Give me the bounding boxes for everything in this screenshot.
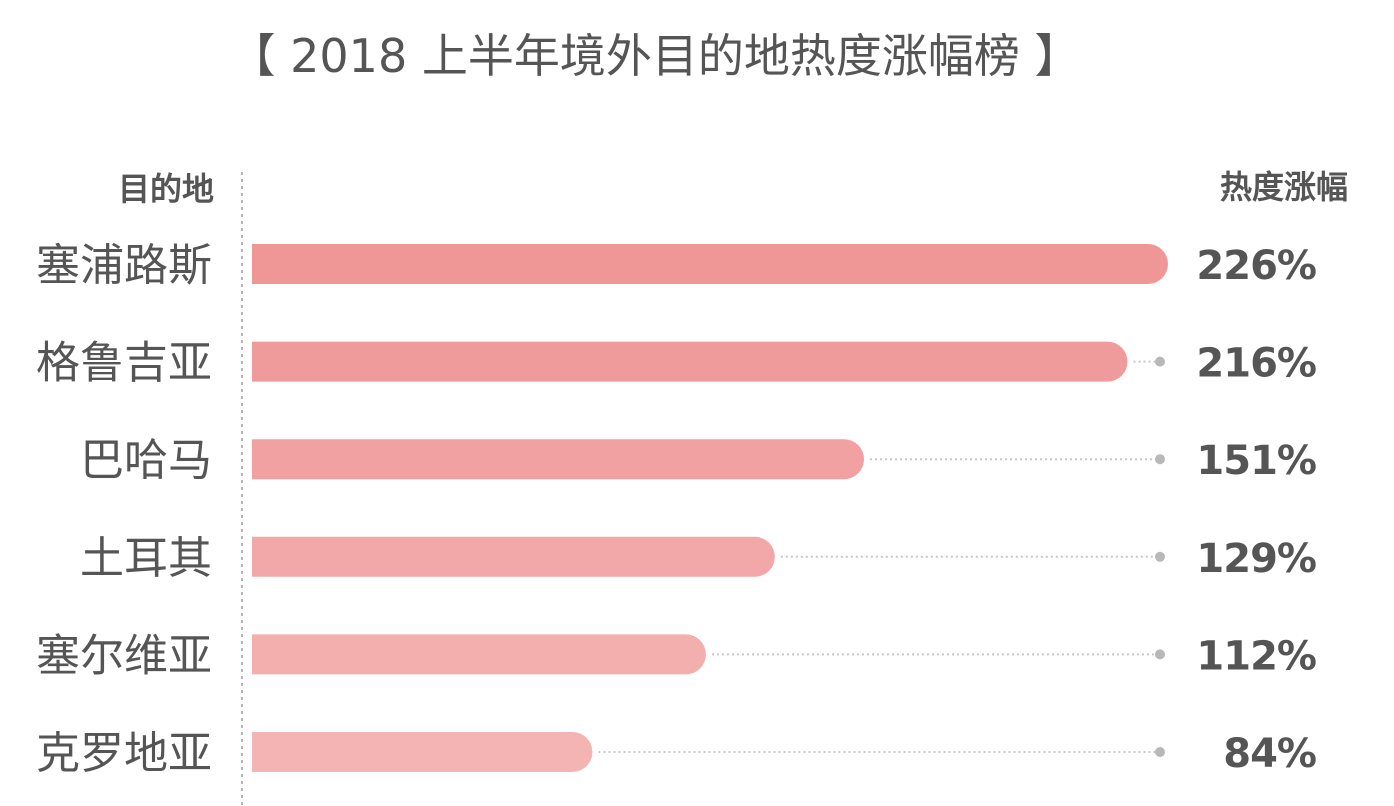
leader-dot	[1155, 649, 1165, 660]
leader-dot	[1155, 747, 1165, 757]
chart-title: 【 2018 上半年境外目的地热度涨幅榜 】	[230, 29, 1081, 83]
bar	[252, 732, 593, 773]
value-label: 226%	[1196, 243, 1316, 289]
category-label: 土耳其	[80, 533, 212, 584]
category-label: 克罗地亚	[36, 728, 212, 779]
leader-dot	[1155, 551, 1165, 562]
value-label: 151%	[1196, 438, 1316, 484]
bar	[252, 244, 1168, 284]
leader-dot	[1155, 454, 1165, 465]
value-label: 112%	[1196, 633, 1316, 679]
category-label: 格鲁吉亚	[36, 338, 212, 389]
bar	[252, 634, 706, 675]
bar	[252, 536, 775, 577]
value-label: 129%	[1196, 536, 1316, 582]
value-label: 216%	[1196, 341, 1316, 387]
category-label: 塞浦路斯	[36, 240, 212, 291]
category-label: 塞尔维亚	[36, 630, 212, 681]
bar	[252, 439, 865, 480]
category-label: 巴哈马	[80, 435, 212, 486]
bars-group: 塞浦路斯 226% 格鲁吉亚 216% 巴哈马 151% 土耳其 129% 塞尔维亚 112% 克罗…	[36, 240, 1317, 779]
value-label: 84%	[1223, 731, 1316, 777]
category-column-header: 目的地	[118, 170, 214, 208]
leader-dot	[1155, 356, 1165, 367]
bar	[252, 341, 1128, 382]
value-column-header: 热度涨幅	[1220, 168, 1348, 206]
